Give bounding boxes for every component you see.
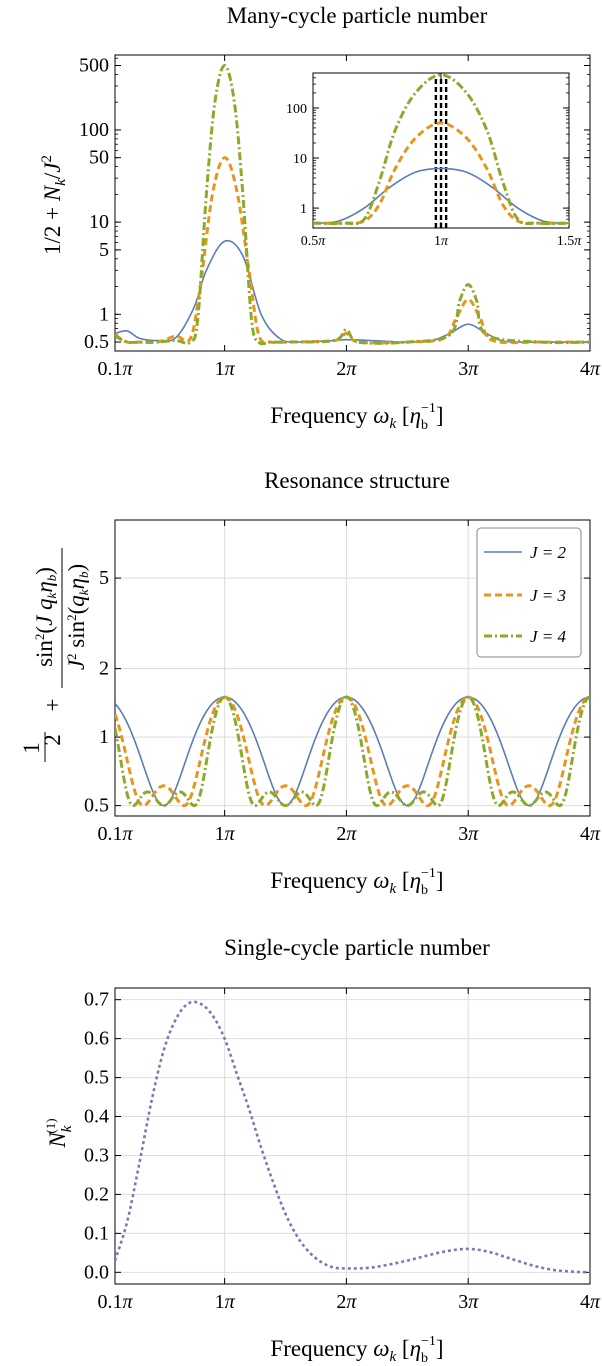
x-tick-label: 1.5π (557, 234, 583, 249)
panel2-series-orange (115, 695, 590, 808)
x-tick-label: 4π (580, 1291, 601, 1313)
y-tick-label: 1 (99, 726, 109, 748)
y-tick-label: 0.2 (84, 1183, 109, 1205)
y-tick-label: 100 (286, 102, 307, 117)
y-tick-label: 500 (79, 55, 109, 77)
y-tick-label: 10 (293, 152, 307, 167)
y-tick-label: 1 (99, 303, 109, 325)
panel3-series (115, 1000, 590, 1274)
x-tick-label: 3π (458, 823, 479, 845)
inset-series-blue (313, 167, 569, 224)
y-tick-label: 0.4 (84, 1106, 109, 1128)
legend-label-j4: J = 4 (530, 627, 567, 646)
legend-box (476, 527, 582, 658)
panel1-frame (114, 54, 591, 352)
x-tick-label: 1π (215, 358, 236, 380)
y-tick-label: 0.5 (84, 331, 109, 353)
svg-text:2: 2 (40, 734, 65, 746)
svg-text:1: 1 (19, 742, 44, 754)
panel2-series-blue (115, 696, 590, 807)
x-tick-label: 2π (336, 1291, 357, 1313)
inset-series-orange (313, 121, 569, 225)
inset: 0.5π 1π 1.5π 1 10 100 (286, 72, 583, 249)
panel1-axes: 0.1π 1π 2π 3π 4π 0.5 1 5 10 50 100 500 (79, 55, 601, 380)
panel-single-cycle: Single-cycle particle number 0.1π 1π 2π 3π 4… (43, 935, 601, 1366)
y-tick-label: 5 (99, 567, 109, 589)
x-tick-label: 1π (215, 823, 236, 845)
y-tick-label: 100 (79, 119, 109, 141)
panel3-grid (114, 988, 591, 1284)
y-tick-label: 1 (300, 202, 307, 217)
x-tick-label: 4π (580, 358, 601, 380)
panel3-ylabel: Nk(1) (43, 1118, 75, 1148)
panel3-axes: 0.1π 1π 2π 3π 4π 0.0 0.1 0.2 0.3 0.4 0.5 0.6 0.7 (84, 988, 601, 1313)
y-tick-label: 0.1 (84, 1222, 109, 1244)
x-tick-label: 1π (215, 1291, 236, 1313)
y-tick-label: 2 (99, 658, 109, 680)
panel1-title: Many-cycle particle number (227, 3, 488, 28)
panel3-xlabel: Frequency ωk [ηb−1] (270, 1334, 443, 1366)
x-tick-label: 0.1π (97, 1291, 133, 1313)
panel1-series (115, 64, 590, 346)
y-tick-label: 0.7 (84, 989, 109, 1011)
svg-text:sin2(J qkηb): sin2(J qkηb) (32, 567, 59, 667)
legend-label-j2: J = 2 (530, 543, 567, 562)
panel1-xlabel: Frequency ωk [ηb−1] (270, 401, 443, 433)
y-tick-label: 5 (99, 239, 109, 261)
panel3-frame (114, 987, 591, 1285)
y-tick-label: 10 (89, 211, 109, 233)
panel3-title: Single-cycle particle number (224, 935, 490, 960)
x-tick-label: 2π (336, 358, 357, 380)
panel2-series (115, 695, 590, 808)
y-tick-label: 0.5 (84, 1067, 109, 1089)
panel2-series-green (115, 695, 590, 808)
x-tick-label: 0.5π (301, 234, 327, 249)
svg-text:J2 sin2(qkηb): J2 sin2(qkηb) (64, 564, 91, 670)
x-tick-label: 4π (580, 823, 601, 845)
panel1-series-blue (115, 239, 590, 343)
y-tick-label: 50 (89, 147, 109, 169)
svg-text:+: + (40, 699, 65, 712)
x-tick-label: 3π (458, 1291, 479, 1313)
inset-axes: 0.5π 1π 1.5π 1 10 100 (286, 72, 583, 249)
y-tick-label: 0.5 (84, 795, 109, 817)
panel1-ylabel: 1/2 + Nk/J2 (39, 155, 69, 255)
inset-series-green (313, 73, 569, 226)
legend-label-j3: J = 3 (530, 586, 566, 605)
x-tick-label: 0.1π (97, 823, 133, 845)
panel2-frame (114, 519, 591, 817)
panel3-series-purple (115, 1000, 590, 1274)
y-tick-label: 0.3 (84, 1144, 109, 1166)
panel2-axes: 0.1π 1π 2π 3π 4π 0.5 1 2 5 (84, 520, 601, 845)
x-tick-label: 2π (336, 823, 357, 845)
inset-series (313, 73, 569, 228)
panel2-xlabel: Frequency ωk [ηb−1] (270, 866, 443, 898)
y-tick-label: 0.0 (84, 1261, 109, 1283)
y-tick-label: 0.6 (84, 1028, 109, 1050)
panel-many-cycle: Many-cycle particle number 0.1π 1π 2π 3π 4π0… (39, 3, 601, 433)
panel1-series-green (115, 64, 590, 346)
legend: J = 2 J = 3 J = 4 (476, 527, 582, 658)
x-tick-label: 1π (434, 234, 449, 249)
panel2-title: Resonance structure (264, 468, 450, 493)
x-tick-label: 3π (458, 358, 479, 380)
panel2-ylabel: 1 2 + sin2(J qkηb) J2 sin2(qkηb) (19, 548, 91, 762)
x-tick-label: 0.1π (97, 358, 133, 380)
